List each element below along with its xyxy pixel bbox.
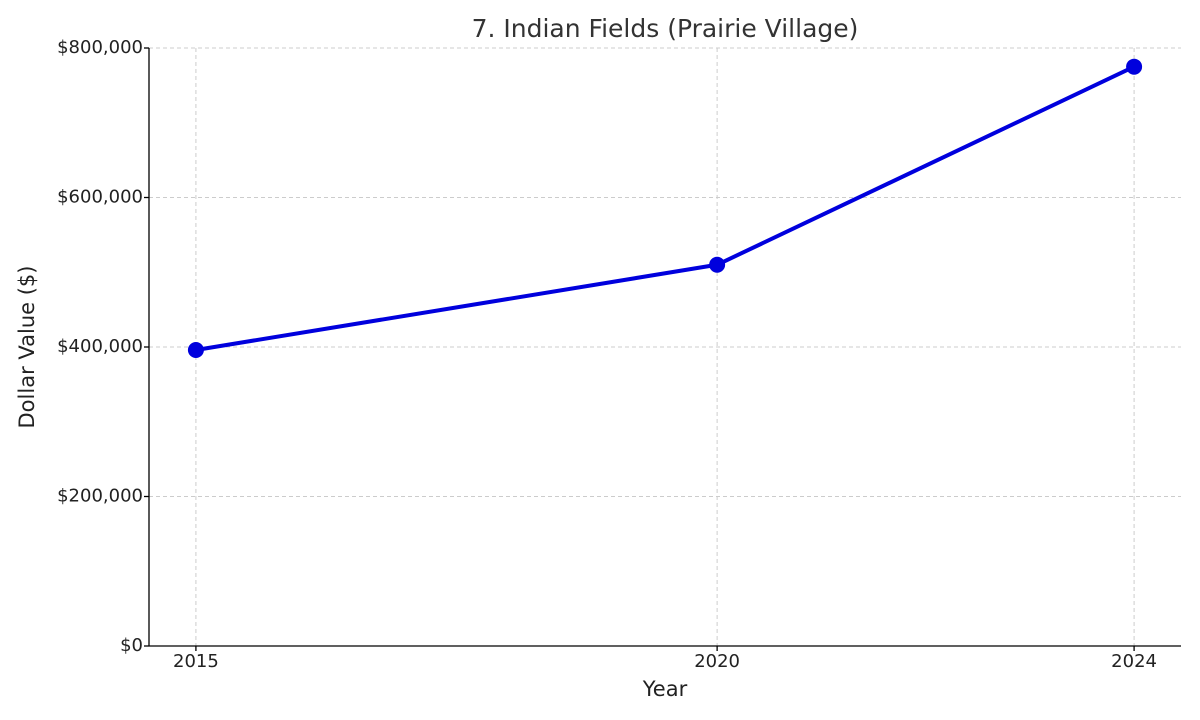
y-tick-label: $800,000 — [57, 37, 143, 58]
chart-title: 7. Indian Fields (Prairie Village) — [472, 14, 859, 43]
x-tick-label: 2015 — [173, 651, 219, 672]
y-tick-label: $400,000 — [57, 336, 143, 357]
x-axis-label: Year — [642, 677, 688, 701]
x-tick-label: 2020 — [694, 651, 740, 672]
point — [187, 341, 204, 358]
point — [1126, 58, 1143, 75]
x-tick-label: 2024 — [1111, 651, 1157, 672]
y-tick-label: $200,000 — [57, 486, 143, 507]
line — [195, 64, 1135, 352]
y-axis-label: Dollar Value ($) — [15, 266, 39, 429]
y-tick-label: $0 — [120, 635, 143, 656]
point — [709, 256, 726, 273]
y-tick-label: $600,000 — [57, 187, 143, 208]
